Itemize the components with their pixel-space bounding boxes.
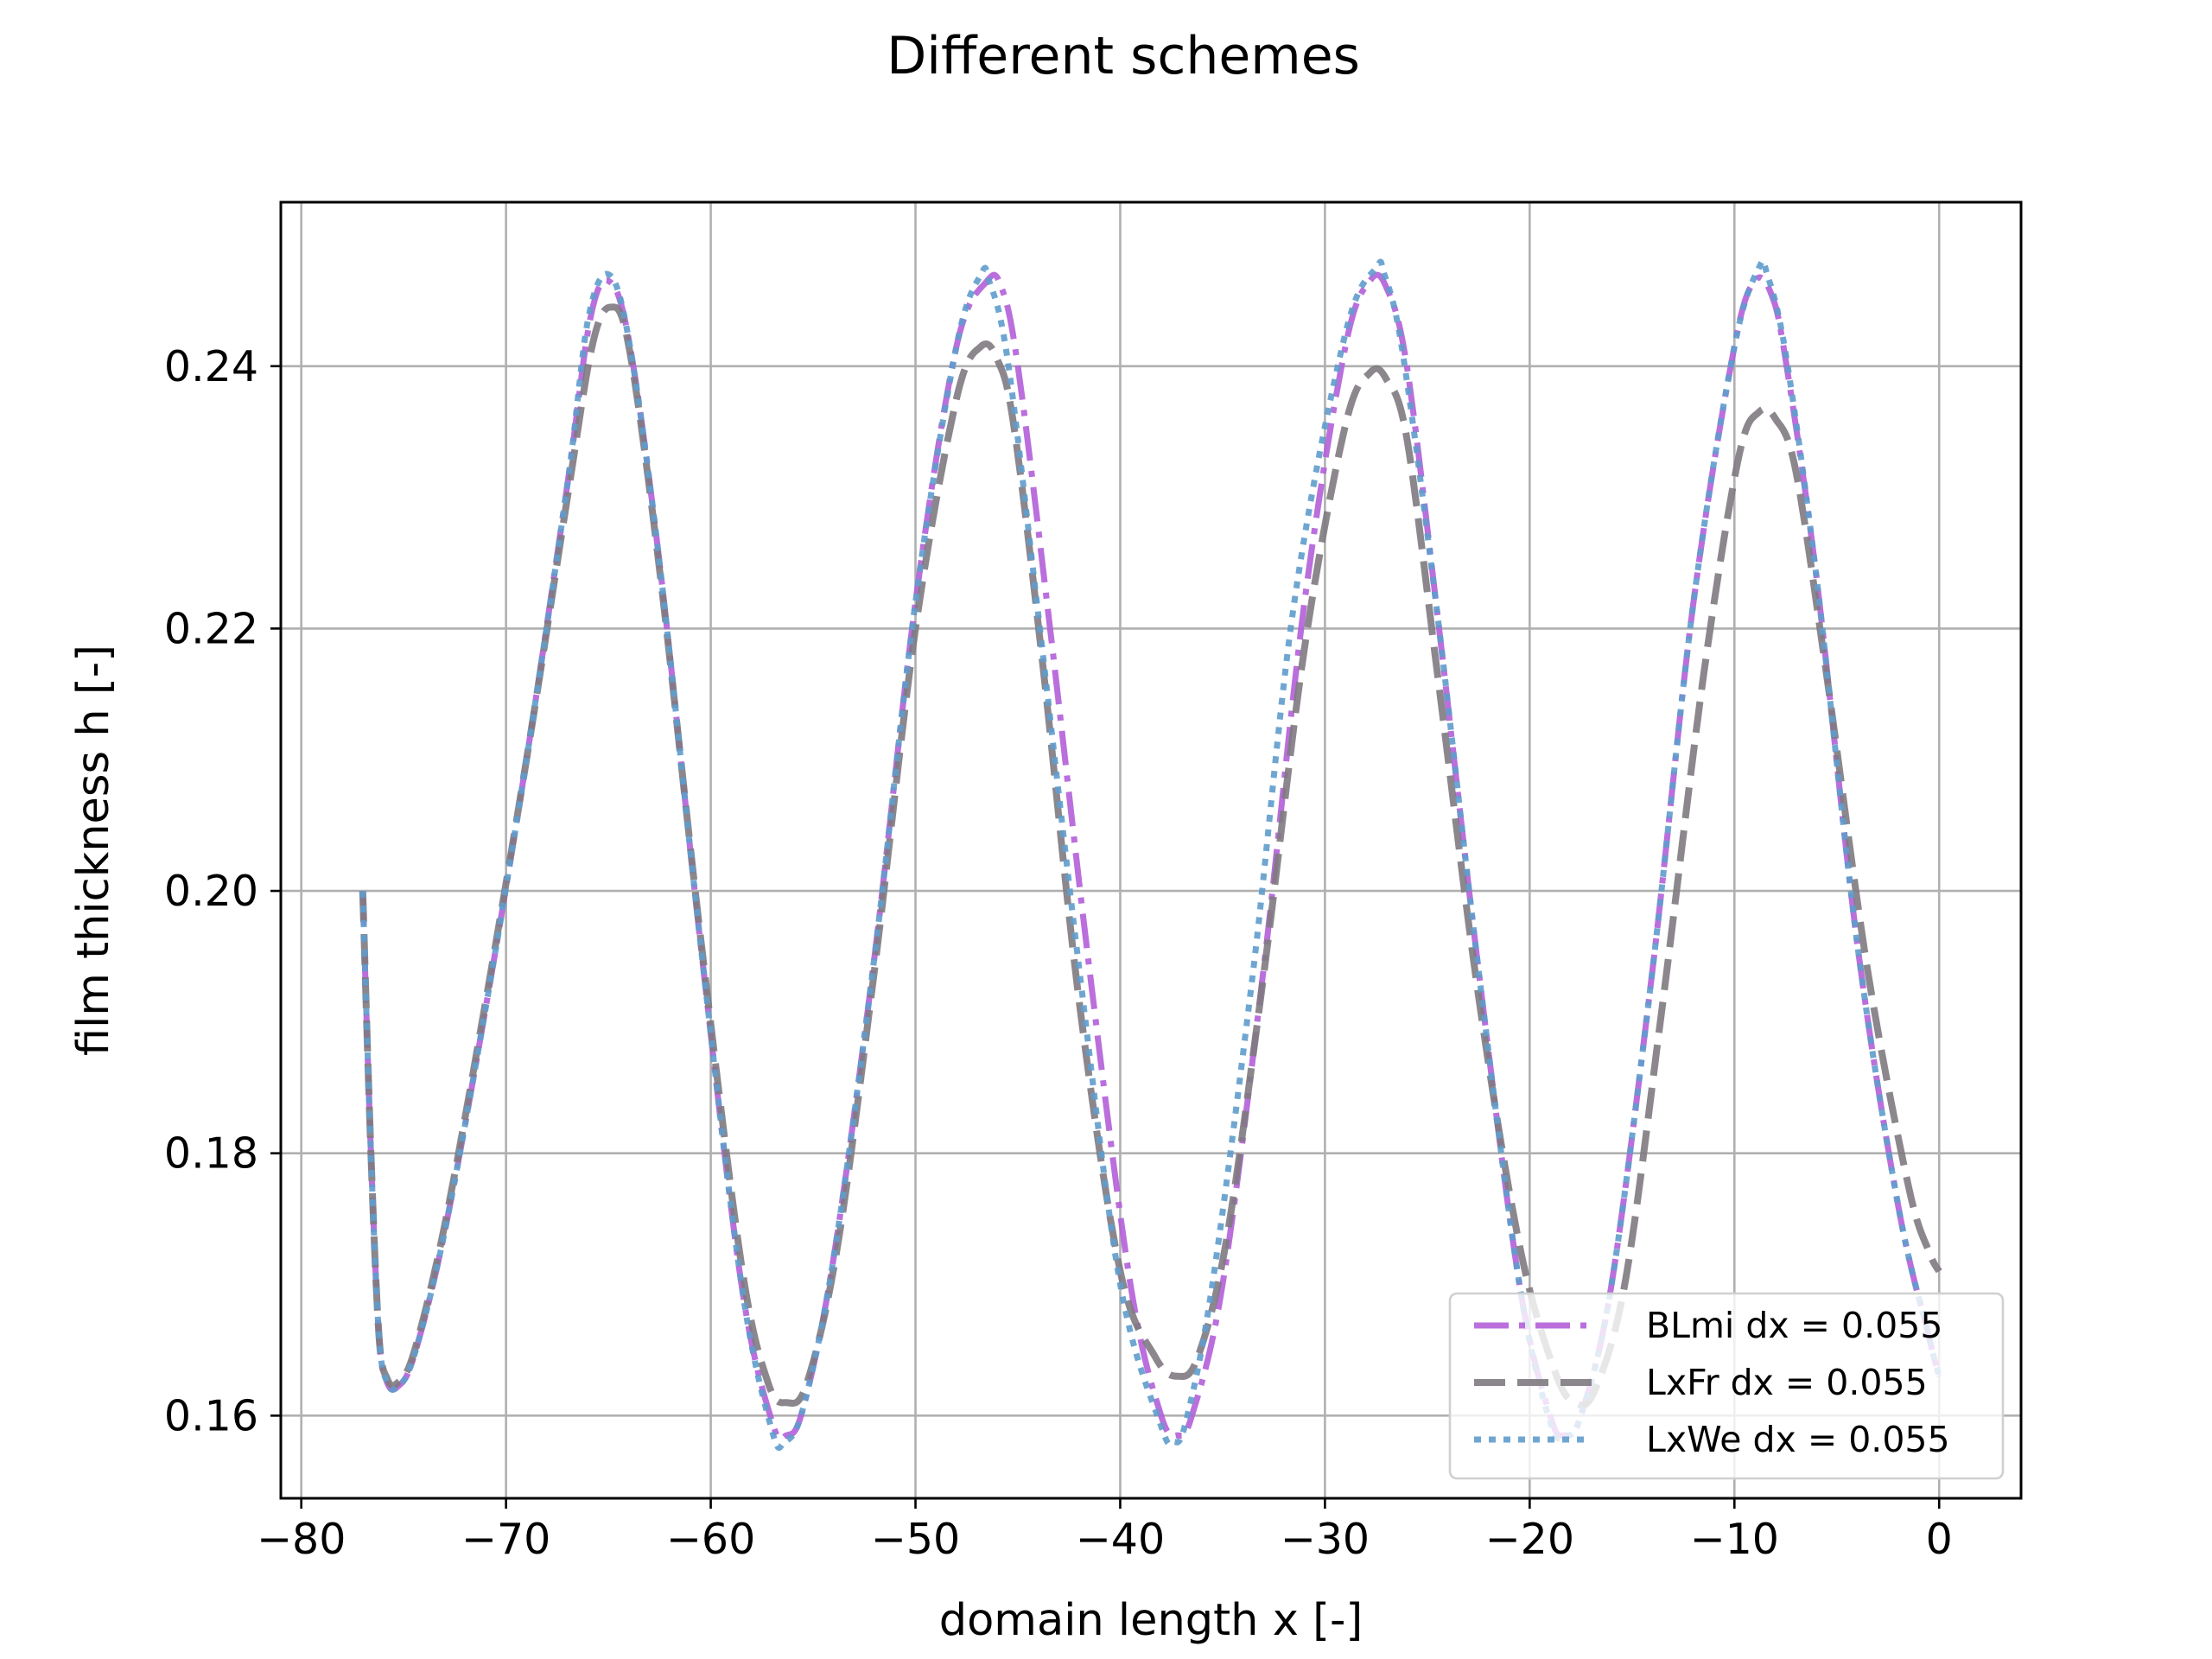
series-line-3 — [359, 257, 1942, 1452]
y-tick-label: 0.18 — [164, 1129, 258, 1179]
x-tick-label: −30 — [1281, 1515, 1370, 1564]
y-axis: 0.16 0.18 0.20 0.22 0.24 — [164, 342, 281, 1440]
x-tick-label: −10 — [1690, 1515, 1779, 1564]
x-tick-label: −80 — [257, 1515, 346, 1564]
x-tick-label: −60 — [666, 1515, 755, 1564]
legend-box — [1448, 1292, 2005, 1480]
x-tick-label: −50 — [871, 1515, 960, 1564]
chart-title: Different schemes — [887, 26, 1360, 86]
y-axis-label: film thickness h [-] — [68, 645, 119, 1056]
legend: BLmi dx = 0.055 LxFr dx = 0.055 LxWe dx = … — [1448, 1292, 2005, 1480]
legend-label-1: BLmi dx = 0.055 — [1646, 1305, 1942, 1346]
y-tick-label: 0.16 — [164, 1391, 258, 1440]
x-tick-label: −70 — [461, 1515, 550, 1564]
x-axis-label: domain length x [-] — [939, 1595, 1363, 1646]
legend-label-2: LxFr dx = 0.055 — [1646, 1362, 1928, 1403]
y-tick-label: 0.24 — [164, 342, 258, 391]
series-layer — [359, 257, 1942, 1452]
y-tick-label: 0.22 — [164, 604, 258, 653]
legend-label-3: LxWe dx = 0.055 — [1646, 1419, 1950, 1460]
x-tick-label: 0 — [1926, 1515, 1953, 1564]
y-tick-label: 0.20 — [164, 867, 258, 916]
x-axis: −80 −70 −60 −50 −40 −30 −20 −10 0 — [257, 1498, 1953, 1564]
plot-frame — [279, 200, 2023, 1500]
x-tick-label: −20 — [1485, 1515, 1574, 1564]
x-tick-label: −40 — [1076, 1515, 1165, 1564]
